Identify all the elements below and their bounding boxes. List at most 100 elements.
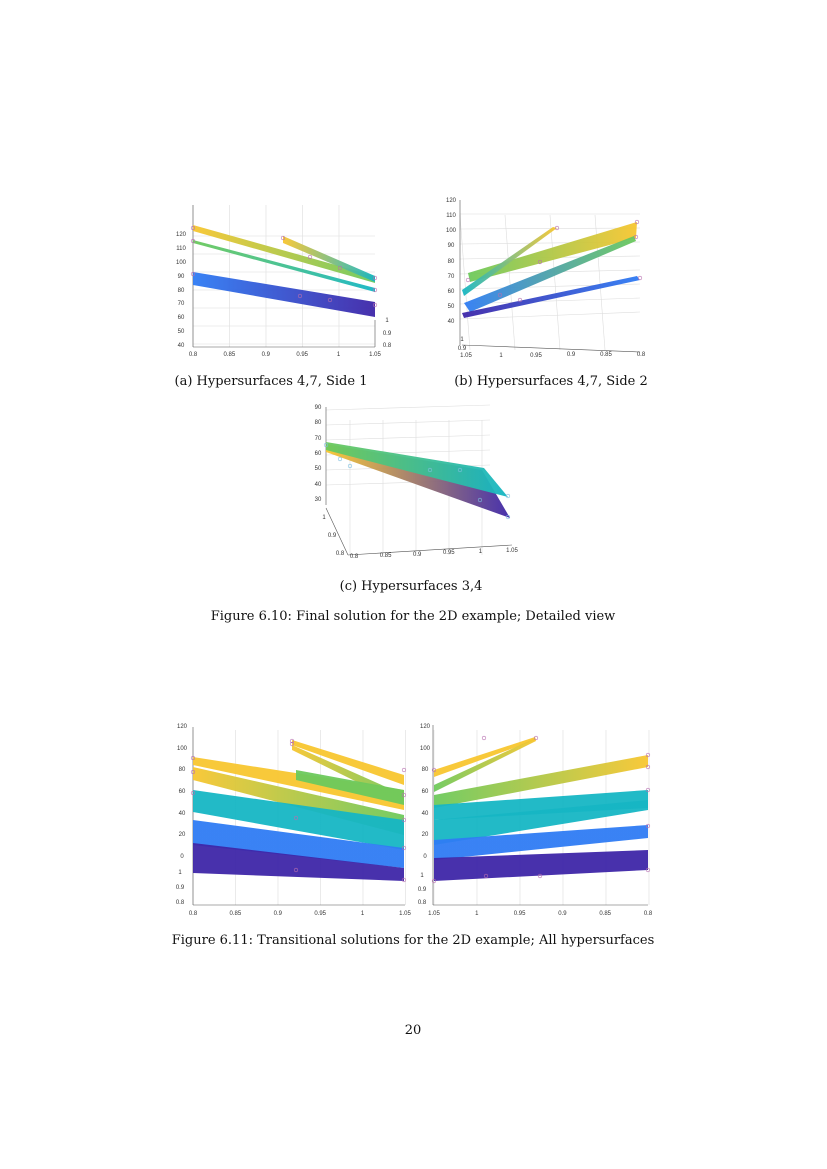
surface-band bbox=[326, 444, 510, 518]
tick-label: 1.05 bbox=[369, 352, 381, 358]
tick-label: 60 bbox=[314, 451, 322, 457]
tick-label: 60 bbox=[421, 789, 429, 795]
tick-label: 120 bbox=[175, 232, 187, 238]
tick-label: 120 bbox=[445, 198, 457, 204]
tick-label: 0.9 bbox=[558, 911, 567, 917]
surface-band bbox=[434, 738, 536, 792]
grid-line bbox=[459, 227, 641, 230]
tick-label: 0.95 bbox=[314, 911, 327, 917]
surface-band bbox=[326, 442, 508, 497]
page-number: 20 bbox=[404, 1023, 422, 1038]
tick-label: 1 bbox=[478, 549, 483, 556]
surface-band bbox=[193, 790, 404, 850]
tick-label: 0.9 bbox=[457, 346, 467, 352]
tick-label: 0.8 bbox=[636, 352, 646, 358]
subfigure-a-caption: (a) Hypersurfaces 4,7, Side 1 bbox=[174, 374, 368, 389]
tick-label: 80 bbox=[421, 767, 429, 774]
data-point-marker bbox=[505, 493, 511, 499]
tick-label: 110 bbox=[176, 245, 186, 252]
tick-label: 1.05 bbox=[399, 911, 411, 917]
data-point-marker bbox=[634, 219, 640, 225]
data-point-marker bbox=[337, 456, 343, 462]
surface-band bbox=[434, 850, 648, 881]
data-point-marker bbox=[401, 792, 407, 798]
tick-label: 90 bbox=[314, 405, 322, 411]
tick-label: 100 bbox=[419, 745, 431, 752]
tick-label: 0.85 bbox=[223, 352, 236, 358]
tick-label: 0.85 bbox=[379, 552, 392, 559]
tick-label: 90 bbox=[447, 243, 455, 250]
surface-band bbox=[193, 820, 404, 868]
tick-label: 1.05 bbox=[506, 548, 518, 554]
tick-label: 0.9 bbox=[566, 352, 576, 359]
x-axis bbox=[461, 344, 641, 353]
surface-band bbox=[296, 770, 404, 805]
tick-label: 60 bbox=[177, 315, 185, 322]
data-point-marker bbox=[401, 877, 407, 883]
tick-label: 0.9 bbox=[273, 911, 282, 917]
tick-label: 30 bbox=[314, 497, 322, 503]
data-point-marker bbox=[190, 225, 196, 231]
surface-band bbox=[462, 227, 557, 296]
tick-label: 0 bbox=[180, 854, 184, 860]
data-point-marker bbox=[289, 741, 295, 747]
surface-band bbox=[193, 272, 375, 317]
data-point-marker bbox=[497, 292, 503, 298]
tick-label: 1 bbox=[420, 873, 424, 879]
tick-label: 60 bbox=[447, 288, 455, 295]
data-point-marker bbox=[431, 878, 437, 884]
surface-band bbox=[434, 737, 536, 777]
surface-band bbox=[464, 236, 636, 312]
data-point-marker bbox=[637, 275, 643, 281]
tick-label: 110 bbox=[446, 213, 456, 220]
tick-label: 100 bbox=[176, 745, 188, 752]
tick-label: 1 bbox=[385, 318, 389, 324]
grid-line bbox=[325, 419, 491, 426]
data-point-marker bbox=[554, 225, 560, 231]
data-point-marker bbox=[307, 254, 313, 260]
tick-label: 0.95 bbox=[296, 352, 309, 358]
tick-label: 1.05 bbox=[460, 353, 472, 359]
data-point-marker bbox=[537, 259, 543, 265]
data-point-marker bbox=[323, 442, 329, 448]
tick-label: 0.95 bbox=[442, 550, 455, 557]
data-point-marker bbox=[190, 238, 196, 244]
tick-label: 80 bbox=[177, 287, 185, 294]
tick-label: 20 bbox=[178, 832, 186, 839]
data-point-marker bbox=[372, 287, 378, 293]
tick-label: 0.9 bbox=[413, 551, 422, 558]
tick-label: 0.85 bbox=[600, 352, 612, 359]
tick-label: 0.95 bbox=[513, 911, 526, 917]
tick-label: 1 bbox=[178, 870, 182, 876]
subfigure-b-caption: (b) Hypersurfaces 4,7, Side 2 bbox=[454, 374, 648, 389]
tick-label: 1 bbox=[475, 911, 479, 917]
data-point-marker bbox=[537, 873, 543, 879]
surface-band bbox=[434, 825, 648, 860]
tick-label: 0.9 bbox=[382, 330, 392, 337]
tick-label: 1 bbox=[322, 515, 326, 521]
tick-label: 1 bbox=[460, 337, 464, 343]
data-point-marker bbox=[401, 767, 407, 773]
data-point-marker bbox=[633, 234, 639, 240]
tick-label: 0.8 bbox=[188, 911, 198, 917]
tick-label: 40 bbox=[421, 810, 429, 817]
data-point-marker bbox=[401, 817, 407, 823]
grid-line bbox=[504, 214, 516, 351]
data-point-marker bbox=[372, 302, 378, 308]
tick-label: 0.9 bbox=[261, 352, 270, 358]
tick-label: 20 bbox=[421, 832, 429, 839]
figure-6-11-caption: Figure 6.11: Transitional solutions for … bbox=[171, 933, 655, 948]
surface-band bbox=[292, 740, 404, 785]
data-point-marker bbox=[372, 275, 378, 281]
tick-label: 70 bbox=[447, 273, 455, 280]
surface-band bbox=[193, 240, 375, 292]
data-point-marker bbox=[280, 235, 286, 241]
tick-label: 0 bbox=[423, 854, 427, 860]
data-point-marker bbox=[465, 277, 471, 283]
tick-label: 0.8 bbox=[382, 343, 392, 349]
tick-label: 90 bbox=[177, 273, 185, 280]
data-point-marker bbox=[533, 735, 539, 741]
data-point-marker bbox=[517, 297, 523, 303]
